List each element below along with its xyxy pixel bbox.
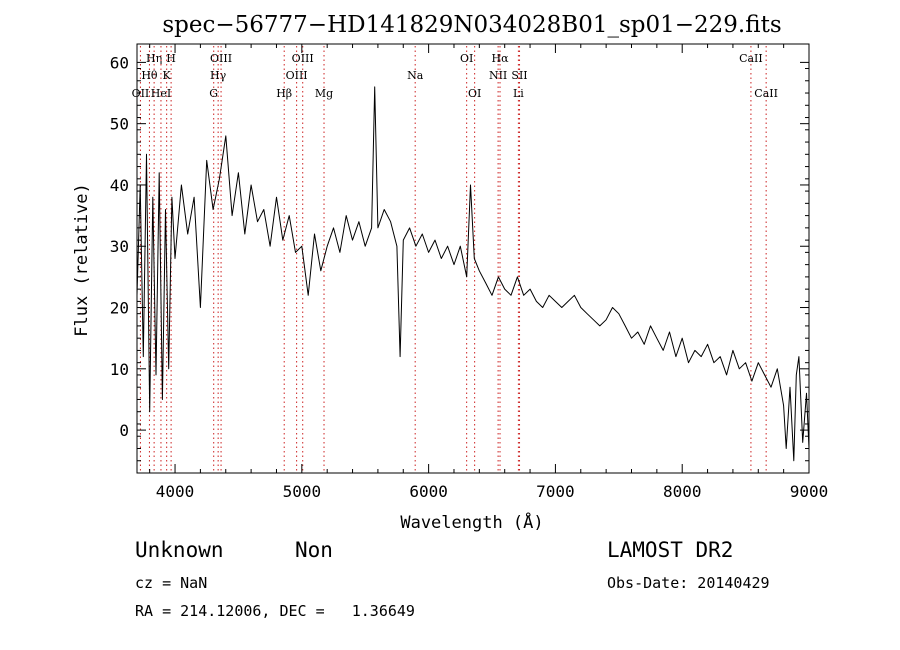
observation-date: Obs-Date: 20140429: [607, 574, 770, 592]
spectral-line-label: G: [209, 87, 218, 100]
spectral-line-label: K: [163, 69, 172, 82]
spectral-line-label: Hγ: [210, 69, 227, 82]
plot-frame: [136, 43, 810, 474]
x-tick-label: 7000: [536, 482, 575, 501]
spectral-line-label: H: [166, 52, 176, 65]
spectrum-chart: spec−56777−HD141829N034028B01_sp01−229.f…: [72, 12, 829, 533]
spectral-line-label: SII: [511, 69, 527, 82]
y-tick-label: 20: [110, 299, 129, 318]
spectral-line-label: OIII: [286, 69, 308, 82]
spectral-line-label: OIII: [292, 52, 314, 65]
y-tick-label: 40: [110, 176, 129, 195]
spectral-line-label: Hα: [491, 52, 509, 65]
x-tick-label: 4000: [156, 482, 195, 501]
spectral-line-label: Mg: [315, 87, 333, 100]
spectral-line-label: OI: [460, 52, 473, 65]
object-class: Unknown: [135, 538, 224, 562]
spectral-line-label: OI: [468, 87, 481, 100]
spectral-line-label: Hη: [146, 52, 162, 65]
coordinates-text: RA = 214.12006, DEC = 1.36649: [135, 602, 415, 620]
redshift-text: cz = NaN: [135, 574, 208, 592]
y-tick-label: 60: [110, 53, 129, 72]
x-tick-label: 8000: [663, 482, 702, 501]
spectral-line-label: NII: [489, 69, 507, 82]
spectral-line-label: CaII: [739, 52, 763, 65]
spectral-line-label: HeI: [151, 87, 171, 100]
spectrum-line: [136, 86, 810, 462]
spectral-line-label: CaII: [754, 87, 778, 100]
spectral-line-label: Li: [513, 87, 524, 100]
spectrum-plot: [136, 86, 810, 462]
spectral-line-label: OIII: [210, 52, 232, 65]
y-tick-label: 50: [110, 115, 129, 134]
chart-title: spec−56777−HD141829N034028B01_sp01−229.f…: [162, 12, 781, 38]
object-subclass: Non: [295, 538, 333, 562]
survey-name: LAMOST DR2: [607, 538, 734, 562]
x-axis-label: Wavelength (Å): [400, 511, 543, 533]
spectral-line-label: Hβ: [276, 87, 292, 100]
y-tick-label: 10: [110, 360, 129, 379]
spectral-line-label: Hθ: [141, 69, 158, 82]
spectral-line-markers: OIIHθHηHeIKHGHγOIIIHβOIIIOIIIMgNaOIOINII…: [132, 46, 778, 473]
x-tick-label: 6000: [409, 482, 448, 501]
spectral-line-label: Na: [407, 69, 424, 82]
y-axis-label: Flux (relative): [72, 183, 92, 337]
axis-ticks: 4000 5000 6000 7000 8000 9000 0 10 20 30 40 50 60: [110, 44, 829, 501]
x-tick-label: 5000: [283, 482, 322, 501]
y-tick-label: 30: [110, 237, 129, 256]
x-tick-label: 9000: [790, 482, 829, 501]
y-tick-label: 0: [119, 421, 129, 440]
